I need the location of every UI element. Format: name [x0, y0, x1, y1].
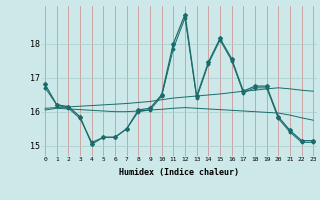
X-axis label: Humidex (Indice chaleur): Humidex (Indice chaleur)	[119, 168, 239, 177]
